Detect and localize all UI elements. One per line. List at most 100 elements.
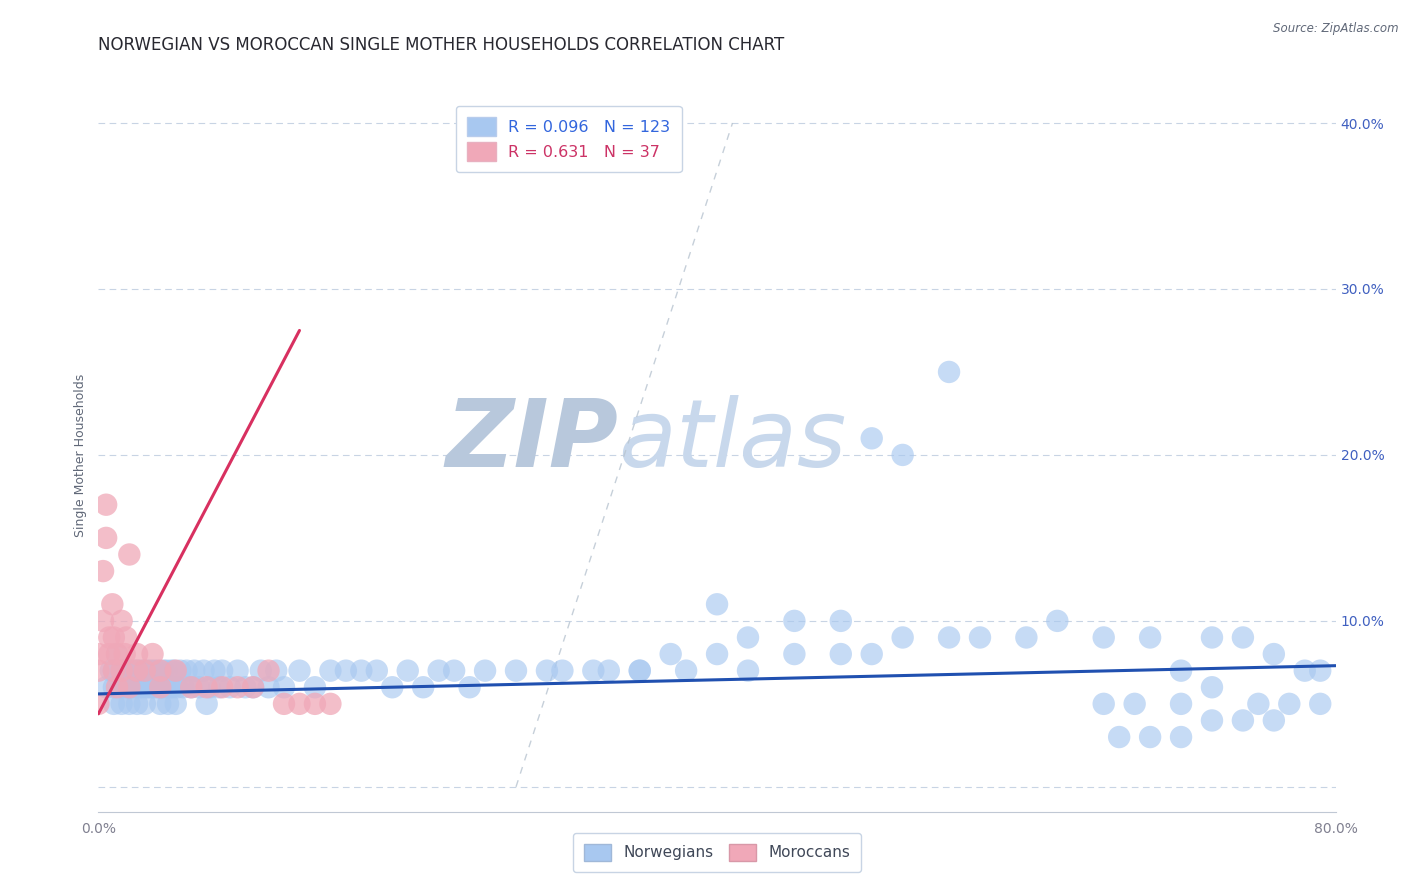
Point — [1170, 730, 1192, 744]
Point — [122, 664, 145, 678]
Point — [117, 664, 139, 678]
Point — [628, 664, 651, 678]
Point — [226, 680, 249, 694]
Point — [582, 664, 605, 678]
Point — [860, 431, 883, 445]
Point — [891, 448, 914, 462]
Point — [1232, 631, 1254, 645]
Point — [176, 664, 198, 678]
Point — [783, 614, 806, 628]
Point — [783, 647, 806, 661]
Point — [1108, 730, 1130, 744]
Point — [1309, 697, 1331, 711]
Point — [127, 647, 149, 661]
Point — [233, 680, 257, 694]
Point — [242, 680, 264, 694]
Point — [127, 664, 149, 678]
Point — [160, 664, 183, 678]
Point — [166, 680, 188, 694]
Point — [195, 697, 218, 711]
Point — [1201, 631, 1223, 645]
Point — [87, 664, 110, 678]
Point — [188, 680, 211, 694]
Point — [172, 680, 194, 694]
Point — [1201, 680, 1223, 694]
Point — [969, 631, 991, 645]
Point — [628, 664, 651, 678]
Point — [304, 680, 326, 694]
Point — [412, 680, 434, 694]
Point — [111, 697, 132, 711]
Point — [335, 664, 357, 678]
Point — [138, 680, 160, 694]
Point — [180, 680, 202, 694]
Point — [91, 614, 114, 628]
Point — [103, 631, 125, 645]
Point — [938, 631, 960, 645]
Point — [193, 664, 215, 678]
Point — [105, 680, 128, 694]
Point — [1309, 664, 1331, 678]
Point — [257, 664, 280, 678]
Point — [111, 614, 132, 628]
Point — [155, 664, 177, 678]
Point — [100, 664, 122, 678]
Point — [105, 647, 128, 661]
Point — [1139, 631, 1161, 645]
Point — [118, 697, 141, 711]
Point — [149, 664, 172, 678]
Point — [115, 680, 138, 694]
Point — [396, 664, 419, 678]
Point — [87, 647, 110, 661]
Point — [118, 548, 141, 562]
Point — [1092, 631, 1115, 645]
Point — [204, 664, 226, 678]
Point — [103, 664, 125, 678]
Point — [183, 664, 205, 678]
Point — [103, 664, 125, 678]
Point — [111, 664, 132, 678]
Point — [1046, 614, 1069, 628]
Point — [381, 680, 404, 694]
Point — [96, 531, 118, 545]
Point — [105, 647, 128, 661]
Point — [830, 647, 852, 661]
Point — [128, 680, 150, 694]
Point — [288, 697, 311, 711]
Point — [163, 664, 186, 678]
Point — [114, 664, 136, 678]
Point — [141, 680, 165, 694]
Point — [118, 680, 141, 694]
Point — [226, 664, 249, 678]
Point — [1232, 714, 1254, 728]
Point — [157, 697, 180, 711]
Point — [219, 680, 242, 694]
Point — [706, 597, 728, 611]
Point — [111, 680, 132, 694]
Point — [152, 664, 174, 678]
Point — [257, 680, 280, 694]
Point — [91, 564, 114, 578]
Point — [1123, 697, 1146, 711]
Legend: Norwegians, Moroccans: Norwegians, Moroccans — [574, 833, 860, 871]
Point — [273, 680, 295, 694]
Point — [706, 647, 728, 661]
Point — [101, 597, 124, 611]
Point — [146, 664, 169, 678]
Point — [938, 365, 960, 379]
Point — [120, 664, 142, 678]
Point — [737, 631, 759, 645]
Point — [153, 680, 176, 694]
Point — [737, 664, 759, 678]
Point — [288, 664, 311, 678]
Point — [551, 664, 574, 678]
Point — [127, 664, 149, 678]
Point — [366, 664, 388, 678]
Text: NORWEGIAN VS MOROCCAN SINGLE MOTHER HOUSEHOLDS CORRELATION CHART: NORWEGIAN VS MOROCCAN SINGLE MOTHER HOUS… — [98, 36, 785, 54]
Point — [135, 680, 157, 694]
Point — [132, 664, 155, 678]
Point — [830, 614, 852, 628]
Point — [675, 664, 697, 678]
Point — [891, 631, 914, 645]
Point — [141, 647, 165, 661]
